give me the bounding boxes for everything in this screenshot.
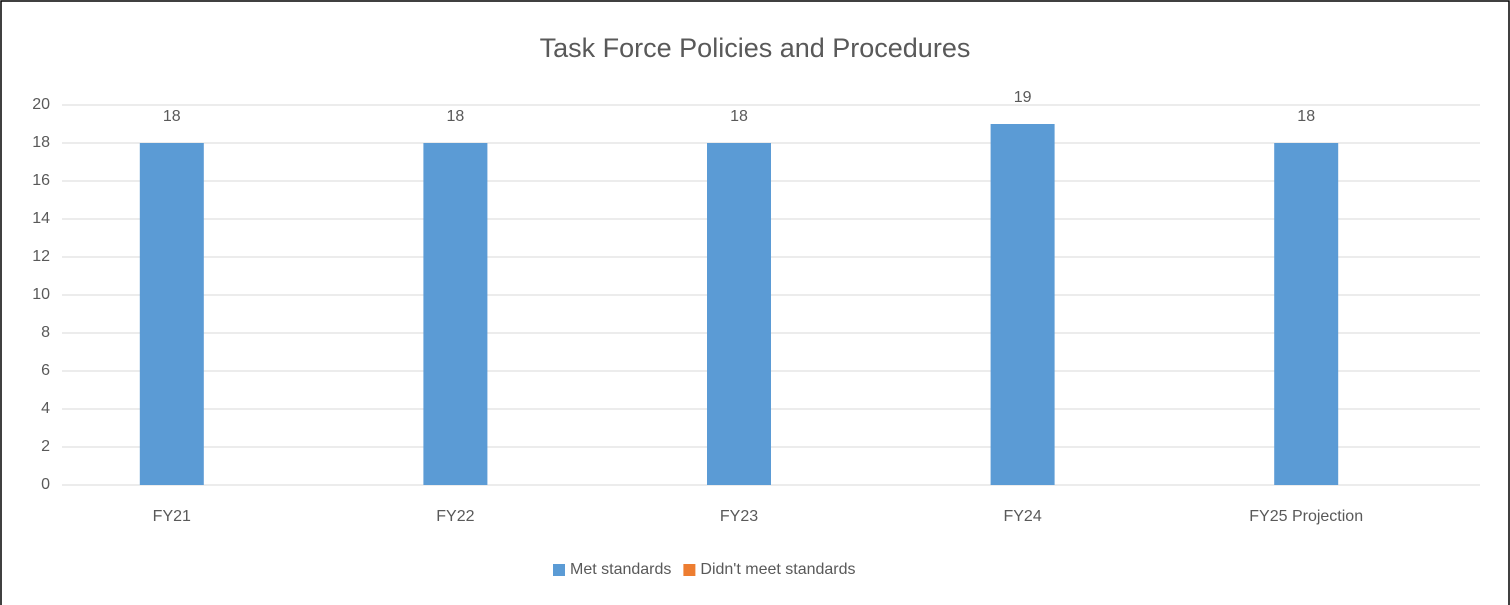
x-tick-label: FY23 (720, 508, 758, 525)
bar (990, 124, 1055, 485)
y-tick-label: 20 (32, 96, 50, 113)
data-label: 18 (1297, 108, 1315, 125)
data-label: 19 (1014, 89, 1032, 106)
bar (423, 143, 488, 485)
y-tick-label: 0 (41, 476, 50, 493)
legend-swatch (683, 564, 696, 576)
bar (139, 143, 204, 485)
y-tick-label: 12 (32, 248, 50, 265)
data-label: 18 (163, 108, 181, 125)
y-tick-label: 16 (32, 172, 50, 189)
bar (1274, 143, 1339, 485)
y-tick-label: 14 (32, 210, 50, 227)
y-tick-label: 10 (32, 286, 50, 303)
legend-swatch (553, 564, 565, 576)
y-tick-label: 18 (32, 134, 50, 151)
legend-label: Didn't meet standards (700, 561, 855, 578)
legend-label: Met standards (570, 561, 671, 578)
data-label: 18 (730, 108, 748, 125)
y-tick-label: 8 (41, 324, 50, 341)
y-tick-label: 6 (41, 362, 50, 379)
x-tick-label: FY25 Projection (1249, 508, 1363, 525)
chart-title: Task Force Policies and Procedures (540, 33, 971, 63)
bar (707, 143, 771, 485)
x-tick-label: FY21 (153, 508, 191, 525)
y-tick-label: 2 (41, 438, 50, 455)
data-label: 18 (447, 108, 465, 125)
x-tick-label: FY22 (436, 508, 474, 525)
x-tick-label: FY24 (1003, 508, 1041, 525)
y-tick-label: 4 (41, 400, 50, 417)
